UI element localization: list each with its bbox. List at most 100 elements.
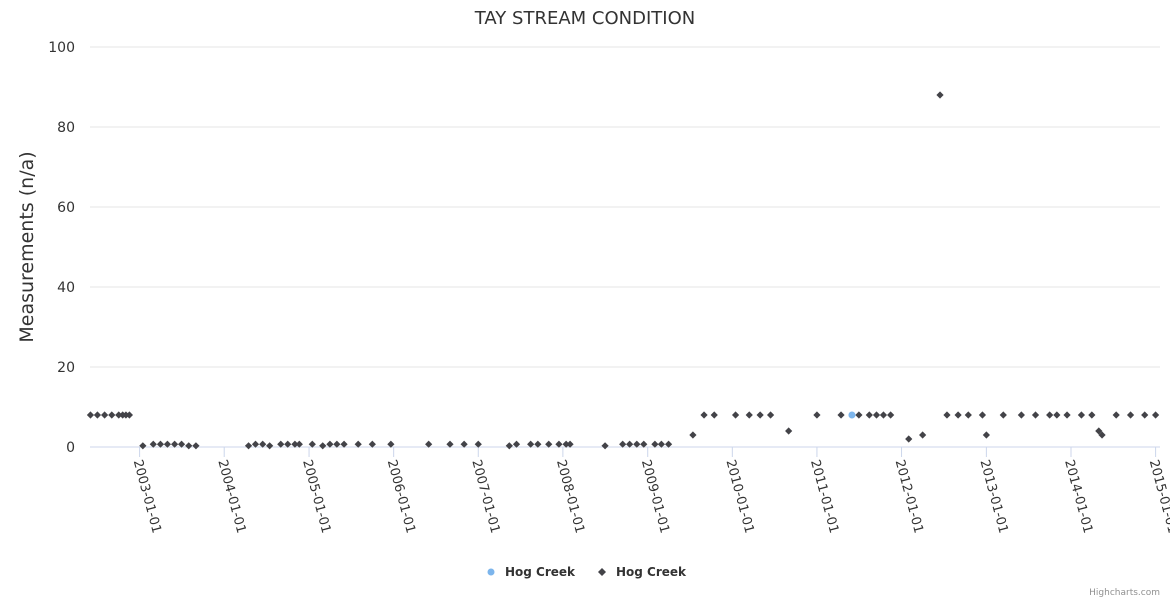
data-point[interactable] <box>700 411 708 419</box>
data-point[interactable] <box>1126 411 1135 419</box>
data-point[interactable] <box>731 411 740 419</box>
data-point[interactable] <box>139 442 147 450</box>
data-point[interactable] <box>368 440 376 448</box>
data-point[interactable] <box>943 411 951 419</box>
data-point[interactable] <box>446 440 454 448</box>
data-point[interactable] <box>710 411 718 419</box>
series-1 <box>848 411 856 419</box>
data-point[interactable] <box>156 440 165 448</box>
data-point[interactable] <box>326 440 334 448</box>
data-point[interactable] <box>387 440 395 448</box>
data-point[interactable] <box>1031 411 1040 419</box>
data-point[interactable] <box>1017 411 1025 419</box>
data-point[interactable] <box>295 440 303 448</box>
data-point[interactable] <box>566 440 574 448</box>
data-point[interactable] <box>125 411 134 419</box>
data-point[interactable] <box>651 440 659 448</box>
y-tick-label: 20 <box>57 360 75 376</box>
data-point[interactable] <box>163 440 172 448</box>
data-point[interactable] <box>785 427 793 435</box>
data-point[interactable] <box>284 440 292 448</box>
data-point[interactable] <box>1112 411 1120 419</box>
data-point[interactable] <box>813 411 821 419</box>
data-point[interactable] <box>512 440 521 448</box>
data-point[interactable] <box>244 442 253 450</box>
data-point[interactable] <box>1053 411 1061 419</box>
data-point[interactable] <box>115 411 123 419</box>
data-point[interactable] <box>982 431 990 439</box>
data-point[interactable] <box>251 440 260 448</box>
data-point[interactable] <box>101 411 109 419</box>
data-point[interactable] <box>936 91 944 99</box>
data-point[interactable] <box>1141 411 1149 419</box>
data-point[interactable] <box>266 442 274 450</box>
data-point[interactable] <box>745 411 753 419</box>
data-point[interactable] <box>108 411 116 419</box>
data-point[interactable] <box>1063 411 1071 419</box>
data-point[interactable] <box>1077 411 1086 419</box>
data-point[interactable] <box>259 440 267 448</box>
data-point[interactable] <box>562 440 570 448</box>
data-point[interactable] <box>527 440 535 448</box>
data-point[interactable] <box>1046 411 1054 419</box>
legend-item-1[interactable]: Hog Creek <box>487 565 577 579</box>
data-point[interactable] <box>689 431 697 439</box>
data-point[interactable] <box>657 440 665 448</box>
data-point[interactable] <box>855 411 863 419</box>
data-point[interactable] <box>633 440 641 448</box>
data-point[interactable] <box>171 440 179 448</box>
data-point[interactable] <box>619 440 627 448</box>
data-point[interactable] <box>185 442 193 450</box>
y-tick-label: 0 <box>66 440 75 456</box>
data-point[interactable] <box>425 440 433 448</box>
data-point[interactable] <box>1095 427 1103 435</box>
data-point[interactable] <box>1098 431 1106 439</box>
data-point[interactable] <box>919 431 927 439</box>
data-point[interactable] <box>474 440 482 448</box>
data-point[interactable] <box>86 411 95 419</box>
legend: Hog Creek Hog Creek <box>487 565 687 579</box>
data-point[interactable] <box>340 440 348 448</box>
data-point[interactable] <box>505 442 513 450</box>
data-point[interactable] <box>756 411 764 419</box>
data-point[interactable] <box>534 440 542 448</box>
data-point[interactable] <box>555 440 563 448</box>
data-point[interactable] <box>865 411 873 419</box>
data-point[interactable] <box>954 411 962 419</box>
data-point[interactable] <box>291 440 299 448</box>
data-point[interactable] <box>978 411 987 419</box>
legend-marker-diamond-icon <box>598 568 606 576</box>
y-tick-label: 40 <box>57 280 75 296</box>
legend-item-2[interactable]: Hog Creek <box>598 565 687 579</box>
data-point[interactable] <box>664 440 673 448</box>
data-point[interactable] <box>848 411 856 419</box>
data-point[interactable] <box>308 440 316 448</box>
data-point[interactable] <box>149 440 157 448</box>
data-point[interactable] <box>601 442 609 450</box>
data-point[interactable] <box>905 435 913 443</box>
data-point[interactable] <box>872 411 881 419</box>
data-point[interactable] <box>640 440 648 448</box>
data-point[interactable] <box>277 440 285 448</box>
data-point[interactable] <box>319 442 327 450</box>
data-point[interactable] <box>192 442 200 450</box>
data-point[interactable] <box>354 440 362 448</box>
data-point[interactable] <box>93 411 102 419</box>
data-point[interactable] <box>887 411 895 419</box>
y-tick-label: 80 <box>57 120 75 136</box>
data-point[interactable] <box>1088 411 1096 419</box>
data-point[interactable] <box>460 440 468 448</box>
data-point[interactable] <box>545 440 553 448</box>
data-point[interactable] <box>333 440 341 448</box>
data-point[interactable] <box>1151 411 1160 419</box>
data-point[interactable] <box>964 411 972 419</box>
data-point[interactable] <box>626 440 634 448</box>
data-point[interactable] <box>766 411 775 419</box>
data-point[interactable] <box>837 411 845 419</box>
data-point[interactable] <box>999 411 1007 419</box>
gridlines <box>90 46 1160 368</box>
data-point[interactable] <box>177 440 186 448</box>
data-point[interactable] <box>879 411 888 419</box>
credits-link[interactable]: Highcharts.com <box>1089 588 1160 598</box>
